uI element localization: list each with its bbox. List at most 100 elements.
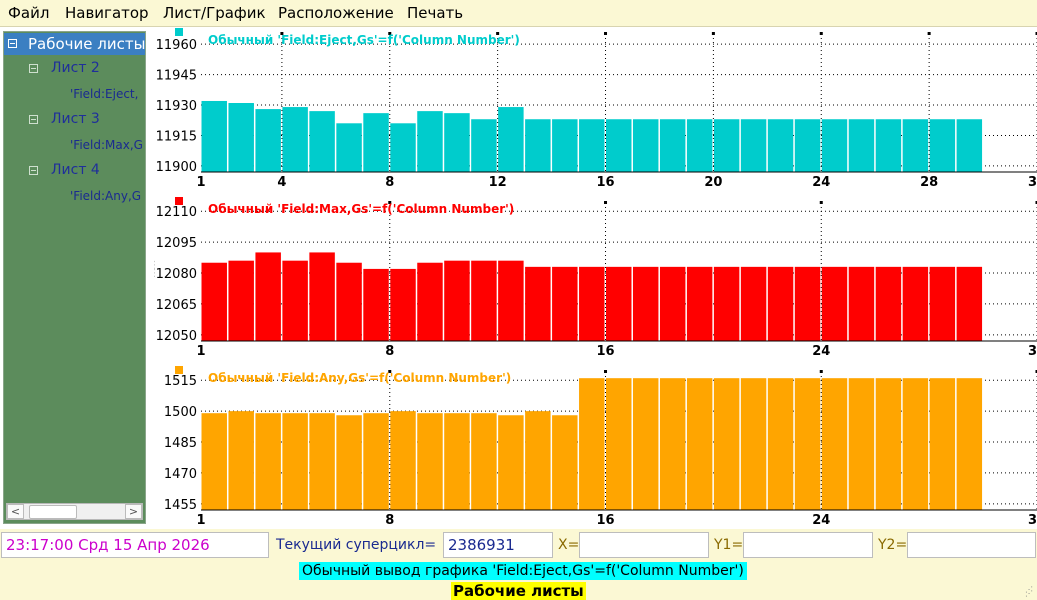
splitter-handle[interactable]: ⋮⋮ [150,261,160,292]
y-tick-label: 1500 [164,405,197,420]
menu-print[interactable]: Печать [407,4,464,22]
bar [282,107,308,172]
bar [767,378,794,510]
y-tick-label: 12080 [156,267,197,282]
tick-marker [819,201,823,204]
legend-label: Обычный 'Field:Eject,Gs'=f('Column Numbe… [208,33,520,47]
tree-item-field-max[interactable]: 'Field:Max,G [4,134,145,156]
bar [525,266,551,341]
x-field[interactable] [579,532,709,558]
bar [713,119,740,172]
bar [848,119,875,172]
menu-navigator[interactable]: Навигатор [65,4,149,22]
tree-item-field-eject[interactable]: 'Field:Eject, [4,83,145,105]
menu-bar: Файл Навигатор Лист/График Расположение … [0,0,1037,27]
bar [309,413,335,510]
tick-marker [280,32,284,35]
chart-eject: 11900 11915 11930 11945 11960 1 4 8 12 16 20 24 28 32… [155,28,1037,190]
tick-marker [1035,32,1037,35]
bar [956,378,983,510]
tick-marker [388,32,392,35]
bar [740,119,767,172]
bar [821,378,848,510]
bar [336,262,362,341]
bar [471,413,497,510]
supercycle-field: 2386931 [443,532,553,558]
horizontal-scrollbar[interactable]: < > [6,503,143,520]
bar [821,119,848,172]
bar [767,119,794,172]
bar [552,119,578,172]
bar [390,268,416,341]
bar [606,266,632,341]
bar [686,119,713,172]
bar [552,415,578,510]
bar [390,411,416,510]
bar [956,266,983,341]
tick-marker [1035,370,1037,373]
bar [525,411,551,510]
menu-sheet-plot[interactable]: Лист/График [163,4,266,22]
tree-item-sheet-2[interactable]: Лист 2 [4,57,145,79]
chart-max: 12050 12065 12080 12095 12110 1 8 16 24 32 Обычный… [155,197,1037,359]
menu-file[interactable]: Файл [8,4,50,22]
y1-field[interactable] [743,532,873,558]
y1-label: Y1= [714,537,744,553]
bar [444,113,470,172]
x-tick-label: 24 [812,513,830,528]
tree-item-field-any[interactable]: 'Field:Any,G [4,185,145,207]
x-tick-label: 1 [196,513,205,528]
bar [713,378,740,510]
sheet-label: Лист 4 [51,162,100,178]
scroll-thumb[interactable] [29,505,77,519]
sheet-label: Лист 2 [51,60,100,76]
tick-marker [604,32,608,35]
message-bar: Обычный вывод графика 'Field:Eject,Gs'=f… [0,561,1037,600]
menu-layout[interactable]: Расположение [278,4,394,22]
bar [471,260,497,341]
bar [740,378,767,510]
chart-panel-any[interactable]: 1455 1470 1485 1500 1515 1 8 16 24 32 Обычный 'Fie… [155,366,1037,528]
scroll-right-icon[interactable]: > [125,504,142,519]
x-tick-label: 24 [812,175,830,190]
bar [902,378,929,510]
bar [390,123,416,172]
y-tick-label: 11900 [156,160,197,175]
bar [929,266,956,341]
bar [956,119,983,172]
status-row: 23:17:00 Срд 15 Апр 2026 Текущий суперци… [0,529,1037,561]
tick-marker [388,201,392,204]
collapse-icon[interactable] [29,64,38,73]
legend-swatch [175,28,183,36]
x-tick-label: 16 [596,513,614,528]
collapse-icon[interactable] [29,166,38,175]
resize-grip-icon[interactable]: ⋰ ⋰ [1025,585,1033,598]
bar [632,378,659,510]
tree-root-worksheets[interactable]: Рабочие листы [4,33,145,55]
supercycle-label: Текущий суперцикл= [276,537,437,553]
bar [606,378,632,510]
bar [686,378,713,510]
legend-swatch [175,366,183,374]
scroll-left-icon[interactable]: < [7,504,24,519]
y2-field[interactable] [907,532,1036,558]
tick-marker [927,32,931,35]
bar [740,266,767,341]
chart-panel-max[interactable]: 12050 12065 12080 12095 12110 1 8 16 24 32 Обычный… [155,197,1037,359]
collapse-icon[interactable] [8,39,17,48]
x-tick-label: 24 [812,344,830,359]
tick-marker [819,370,823,373]
collapse-icon[interactable] [29,115,38,124]
bar [659,119,686,172]
worksheet-tree[interactable]: Рабочие листы Лист 2 'Field:Eject, Лист … [3,31,146,524]
bar [794,119,821,172]
bar [336,123,362,172]
tree-item-sheet-3[interactable]: Лист 3 [4,108,145,130]
tick-marker [604,201,608,204]
chart-panel-eject[interactable]: 11900 11915 11930 11945 11960 1 4 8 12 16 20 24 28 32… [155,28,1037,190]
y-tick-label: 12095 [156,236,197,251]
y-tick-label: 1485 [164,436,197,451]
x-tick-label: 16 [596,344,614,359]
field-label: 'Field:Eject, [70,87,139,101]
tree-item-sheet-4[interactable]: Лист 4 [4,159,145,181]
